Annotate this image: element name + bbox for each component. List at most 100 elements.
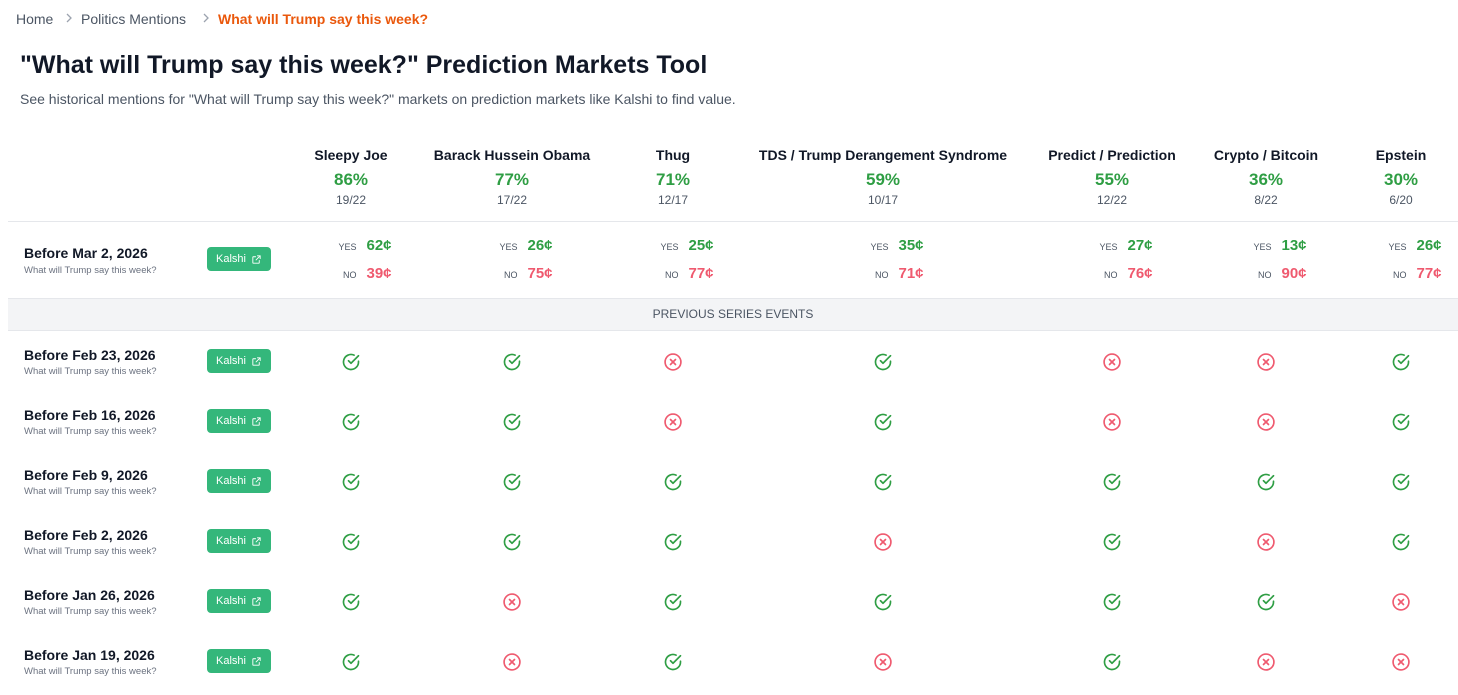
- price-yes: YES 62¢: [338, 237, 391, 254]
- price-no: NO 71¢: [870, 265, 924, 282]
- cross-icon: [1257, 653, 1275, 671]
- check-icon: [1392, 473, 1410, 491]
- check-icon: [342, 473, 360, 491]
- result-cell: [1391, 352, 1411, 372]
- row-label: Before Feb 23, 2026: [24, 347, 156, 363]
- result-cell: [1391, 412, 1411, 432]
- button-label: Kalshi: [216, 475, 246, 487]
- kalshi-button[interactable]: Kalshi: [207, 649, 271, 673]
- button-label: Kalshi: [216, 253, 246, 265]
- price-label: YES: [1253, 242, 1272, 252]
- result-cell: [1102, 472, 1122, 492]
- check-icon: [664, 593, 682, 611]
- cross-icon: [1257, 533, 1275, 551]
- cross-icon: [874, 533, 892, 551]
- check-icon: [503, 413, 521, 431]
- kalshi-button[interactable]: Kalshi: [207, 409, 271, 433]
- price-value: 75¢: [527, 265, 553, 282]
- result-cell: [1256, 472, 1276, 492]
- row-subtitle: What will Trump say this week?: [24, 366, 157, 377]
- kalshi-button[interactable]: Kalshi: [207, 349, 271, 373]
- price-label: NO: [874, 270, 889, 280]
- column-rate: 55%: [1094, 170, 1130, 189]
- price-label: NO: [1257, 270, 1272, 280]
- cross-icon: [1257, 353, 1275, 371]
- result-cell: [1256, 352, 1276, 372]
- price-yes: YES 13¢: [1253, 237, 1306, 254]
- price-value: 27¢: [1127, 237, 1153, 254]
- column-rate: 71%: [655, 170, 691, 189]
- result-cell: [1256, 592, 1276, 612]
- result-cell: [1391, 472, 1411, 492]
- price-value: 77¢: [1416, 265, 1442, 282]
- row-subtitle: What will Trump say this week?: [24, 486, 157, 497]
- cross-icon: [503, 593, 521, 611]
- price-label: YES: [870, 242, 889, 252]
- breadcrumb-link[interactable]: Home: [16, 11, 54, 27]
- kalshi-button[interactable]: Kalshi: [207, 589, 271, 613]
- price-yes: YES 26¢: [1388, 237, 1441, 254]
- price-value: 90¢: [1281, 265, 1307, 282]
- breadcrumb-separator: [201, 10, 211, 29]
- result-cell: [341, 472, 361, 492]
- price-yes: YES 35¢: [870, 237, 923, 254]
- breadcrumb-link[interactable]: What will Trump say this week?: [218, 11, 429, 27]
- row-label: Before Feb 16, 2026: [24, 407, 156, 423]
- result-cell: [1256, 532, 1276, 552]
- result-cell: [1391, 652, 1411, 672]
- price-no: NO 77¢: [1388, 265, 1442, 282]
- result-cell: [1391, 532, 1411, 552]
- check-icon: [342, 533, 360, 551]
- cross-icon: [1103, 353, 1121, 371]
- result-cell: [663, 652, 683, 672]
- cross-icon: [1103, 413, 1121, 431]
- check-icon: [664, 653, 682, 671]
- row-subtitle: What will Trump say this week?: [24, 606, 157, 617]
- result-cell: [502, 652, 522, 672]
- price-value: 76¢: [1127, 265, 1153, 282]
- check-icon: [1257, 473, 1275, 491]
- column-count: 10/17: [867, 193, 899, 207]
- button-label: Kalshi: [216, 355, 246, 367]
- column-rate: 59%: [865, 170, 901, 189]
- price-label: YES: [1099, 242, 1118, 252]
- cross-icon: [1257, 413, 1275, 431]
- check-icon: [503, 473, 521, 491]
- page-title: "What will Trump say this week?" Predict…: [20, 51, 708, 79]
- check-icon: [1257, 593, 1275, 611]
- result-cell: [1391, 592, 1411, 612]
- check-icon: [1103, 473, 1121, 491]
- check-icon: [664, 473, 682, 491]
- kalshi-button[interactable]: Kalshi: [207, 529, 271, 553]
- result-cell: [502, 592, 522, 612]
- price-label: NO: [1103, 270, 1118, 280]
- row-subtitle: What will Trump say this week?: [24, 666, 157, 677]
- breadcrumb-link[interactable]: Politics Mentions: [81, 11, 187, 27]
- result-cell: [341, 412, 361, 432]
- price-value: 13¢: [1281, 237, 1307, 254]
- result-cell: [663, 592, 683, 612]
- ext-icon: [252, 536, 261, 546]
- check-icon: [1392, 353, 1410, 371]
- result-cell: [341, 352, 361, 372]
- column-count: 8/22: [1254, 193, 1278, 207]
- result-cell: [663, 472, 683, 492]
- column-name: Sleepy Joe: [314, 147, 388, 163]
- price-value: 39¢: [366, 265, 392, 282]
- check-icon: [342, 653, 360, 671]
- row-label: Before Mar 2, 2026: [24, 245, 148, 261]
- price-no: NO 90¢: [1253, 265, 1307, 282]
- price-label: NO: [664, 270, 679, 280]
- ext-icon: [252, 476, 261, 486]
- check-icon: [1392, 413, 1410, 431]
- price-value: 25¢: [688, 237, 714, 254]
- result-cell: [873, 592, 893, 612]
- row-label: Before Feb 9, 2026: [24, 467, 148, 483]
- kalshi-button[interactable]: Kalshi: [207, 469, 271, 493]
- ext-icon: [252, 596, 261, 606]
- result-cell: [1102, 592, 1122, 612]
- check-icon: [874, 353, 892, 371]
- kalshi-button[interactable]: Kalshi: [207, 247, 271, 271]
- price-value: 35¢: [898, 237, 924, 254]
- button-label: Kalshi: [216, 535, 246, 547]
